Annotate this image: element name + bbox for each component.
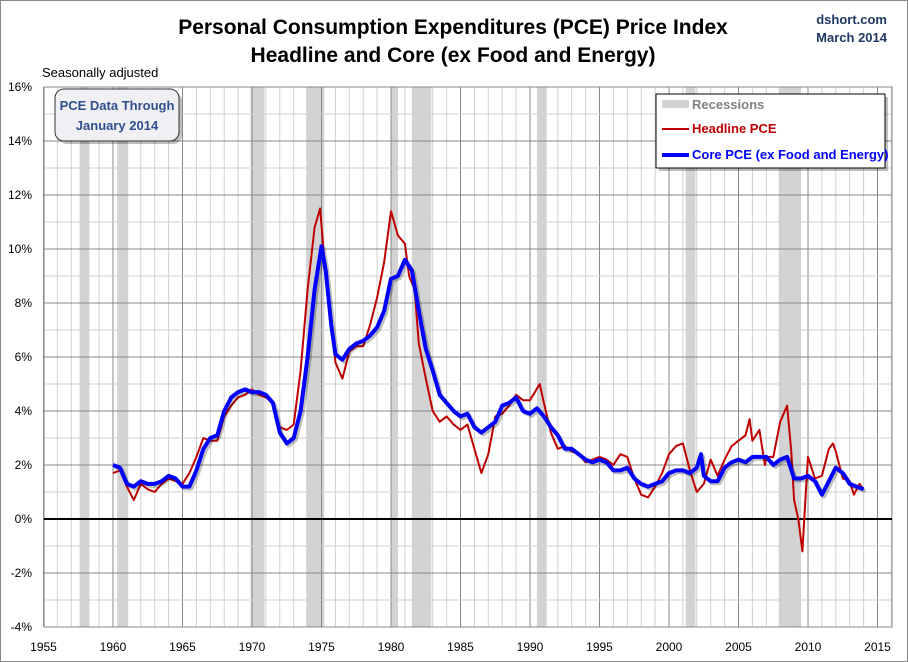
x-tick-label: 2010 [795,640,822,654]
x-tick-label: 2005 [725,640,752,654]
legend-label-recessions: Recessions [692,97,764,112]
y-tick-label: 0% [15,512,33,526]
legend-swatch-recessions [662,100,689,108]
series-line-core [112,244,865,497]
plot-area-border [43,86,893,628]
source-label: dshort.com [816,12,887,27]
y-tick-label: 8% [15,296,33,310]
x-tick-label: 1985 [447,640,474,654]
y-tick-label: 2% [15,458,33,472]
y-tick-label: -4% [11,620,33,634]
y-tick-label: 6% [15,350,33,364]
y-tick-label: 4% [15,404,33,418]
legend-box [655,93,886,169]
annotation-box [54,88,180,142]
x-tick-label: 1980 [378,640,405,654]
series-shadow-core [114,246,867,499]
seasonally-adjusted-note: Seasonally adjusted [42,65,158,80]
y-tick-label: 14% [8,134,32,148]
y-tick-label: 10% [8,242,32,256]
annotation-line-2: January 2014 [76,118,159,133]
y-tick-label: -2% [11,566,33,580]
x-tick-label: 1975 [308,640,335,654]
x-tick-label: 1955 [30,640,57,654]
x-tick-label: 1990 [517,640,544,654]
date-label: March 2014 [816,30,888,45]
x-tick-label: 2015 [864,640,891,654]
legend: Recessions Headline PCE Core PCE (ex Foo… [655,93,888,171]
y-tick-label: 16% [8,80,32,94]
annotation-line-1: PCE Data Through [60,98,175,113]
chart-title: Personal Consumption Expenditures (PCE) … [178,16,728,39]
x-tick-label: 1995 [586,640,613,654]
legend-label-headline: Headline PCE [692,121,777,136]
x-tick-label: 1960 [100,640,127,654]
x-tick-label: 1965 [169,640,196,654]
y-tick-label: 12% [8,188,32,202]
x-tick-label: 2000 [656,640,683,654]
x-tick-label: 1970 [239,640,266,654]
legend-label-core: Core PCE (ex Food and Energy) [692,147,888,162]
chart-subtitle: Headline and Core (ex Food and Energy) [251,44,656,67]
